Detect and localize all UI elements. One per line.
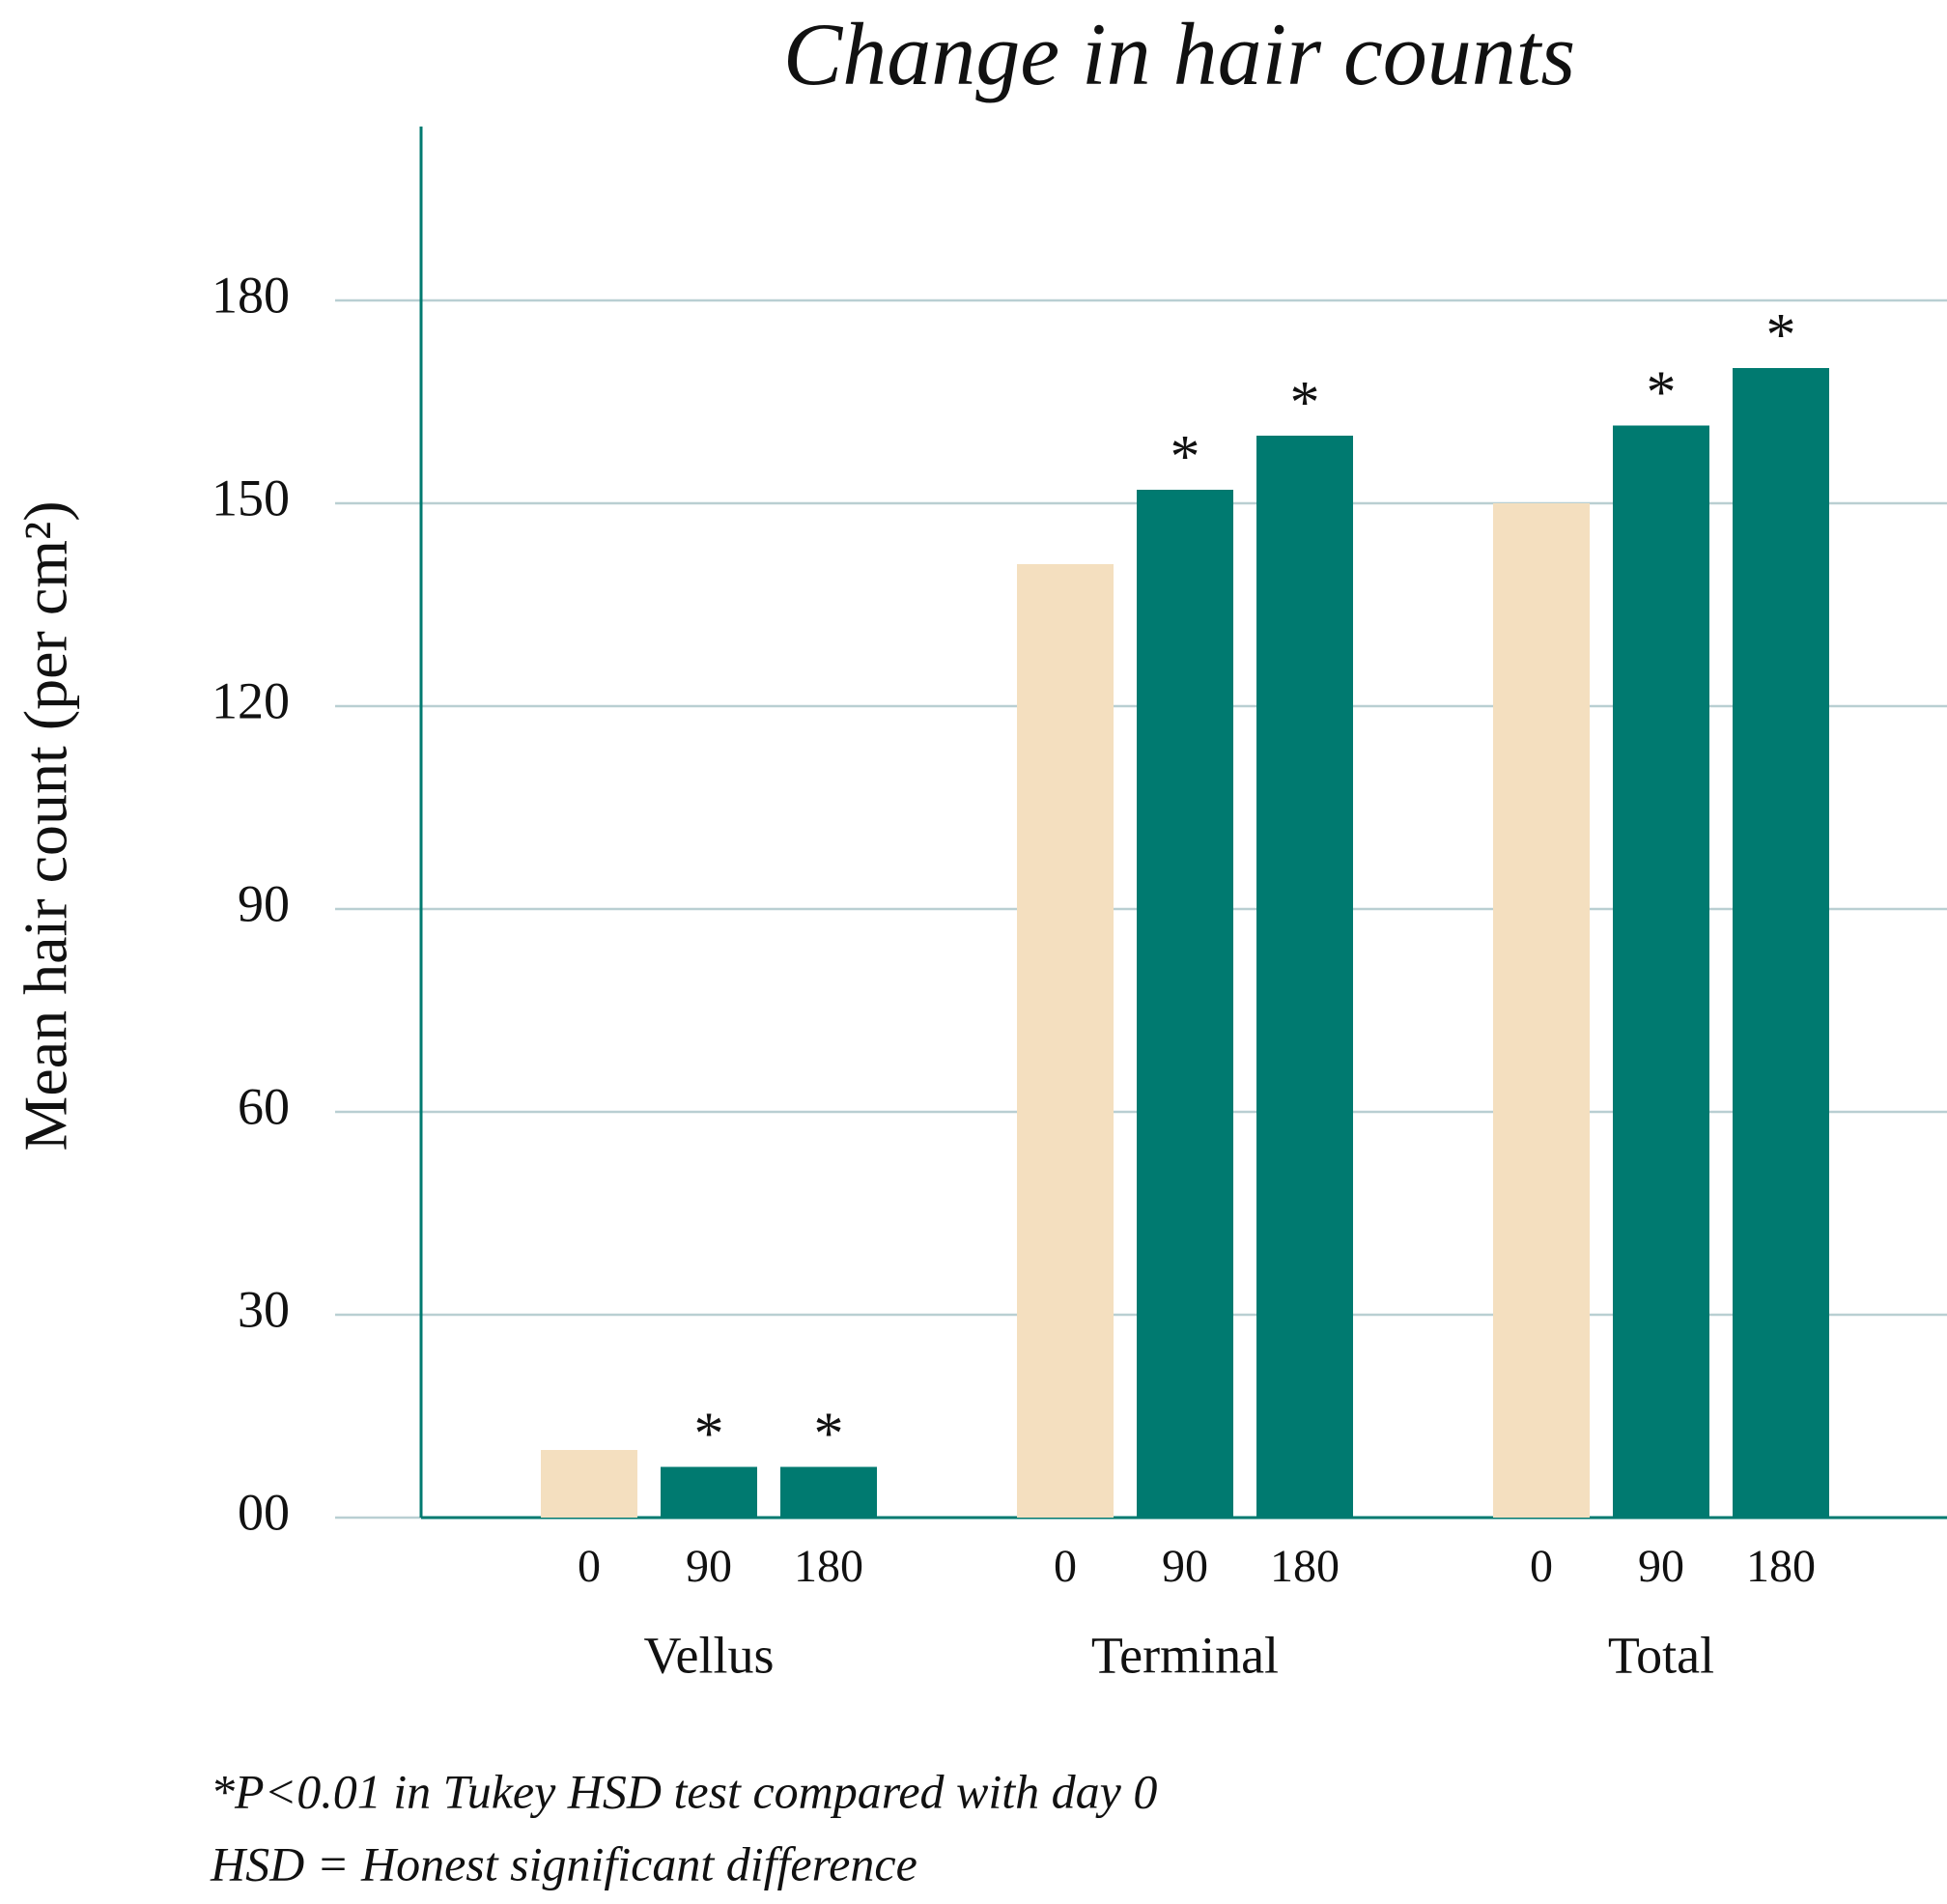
bar [1613,425,1709,1518]
x-tick-label: 180 [794,1541,863,1592]
y-tick-label: 150 [212,469,290,526]
x-tick-label: 180 [1270,1541,1340,1592]
bar [1493,503,1590,1518]
y-tick-label: 180 [212,266,290,324]
significance-mark: * [814,1402,844,1467]
x-tick-label: 0 [1530,1541,1553,1592]
footnote: HSD = Honest significant difference [210,1836,917,1890]
significance-mark: * [1766,302,1796,368]
x-category-label: Terminal [1091,1626,1279,1684]
y-tick-label: 90 [238,874,290,932]
bar [661,1466,757,1518]
x-tick-label: 90 [1638,1541,1684,1592]
x-tick-label: 180 [1746,1541,1816,1592]
x-tick-label: 0 [578,1541,601,1592]
x-category-label: Total [1608,1626,1714,1684]
bar [780,1466,877,1518]
y-axis-label: Mean hair count (per cm²) [12,500,80,1151]
x-tick-label: 90 [1162,1541,1208,1592]
y-tick-label: 30 [238,1280,290,1338]
significance-mark: * [1647,360,1677,426]
chart-title: Change in hair counts [783,5,1575,103]
x-tick-label: 90 [686,1541,732,1592]
bar [541,1450,637,1518]
x-category-label: Vellus [644,1626,775,1684]
x-tick-label: 0 [1054,1541,1077,1592]
bar [1256,436,1353,1518]
y-tick-label: 60 [238,1077,290,1135]
y-tick-label: 00 [238,1483,290,1541]
bar [1137,490,1233,1518]
significance-mark: * [1171,424,1200,490]
bar [1017,564,1114,1518]
y-tick-label: 120 [212,671,290,729]
bar [1733,368,1829,1518]
footnote: *P<0.01 in Tukey HSD test compared with … [211,1764,1157,1818]
significance-mark: * [1290,370,1320,436]
significance-mark: * [694,1402,724,1467]
